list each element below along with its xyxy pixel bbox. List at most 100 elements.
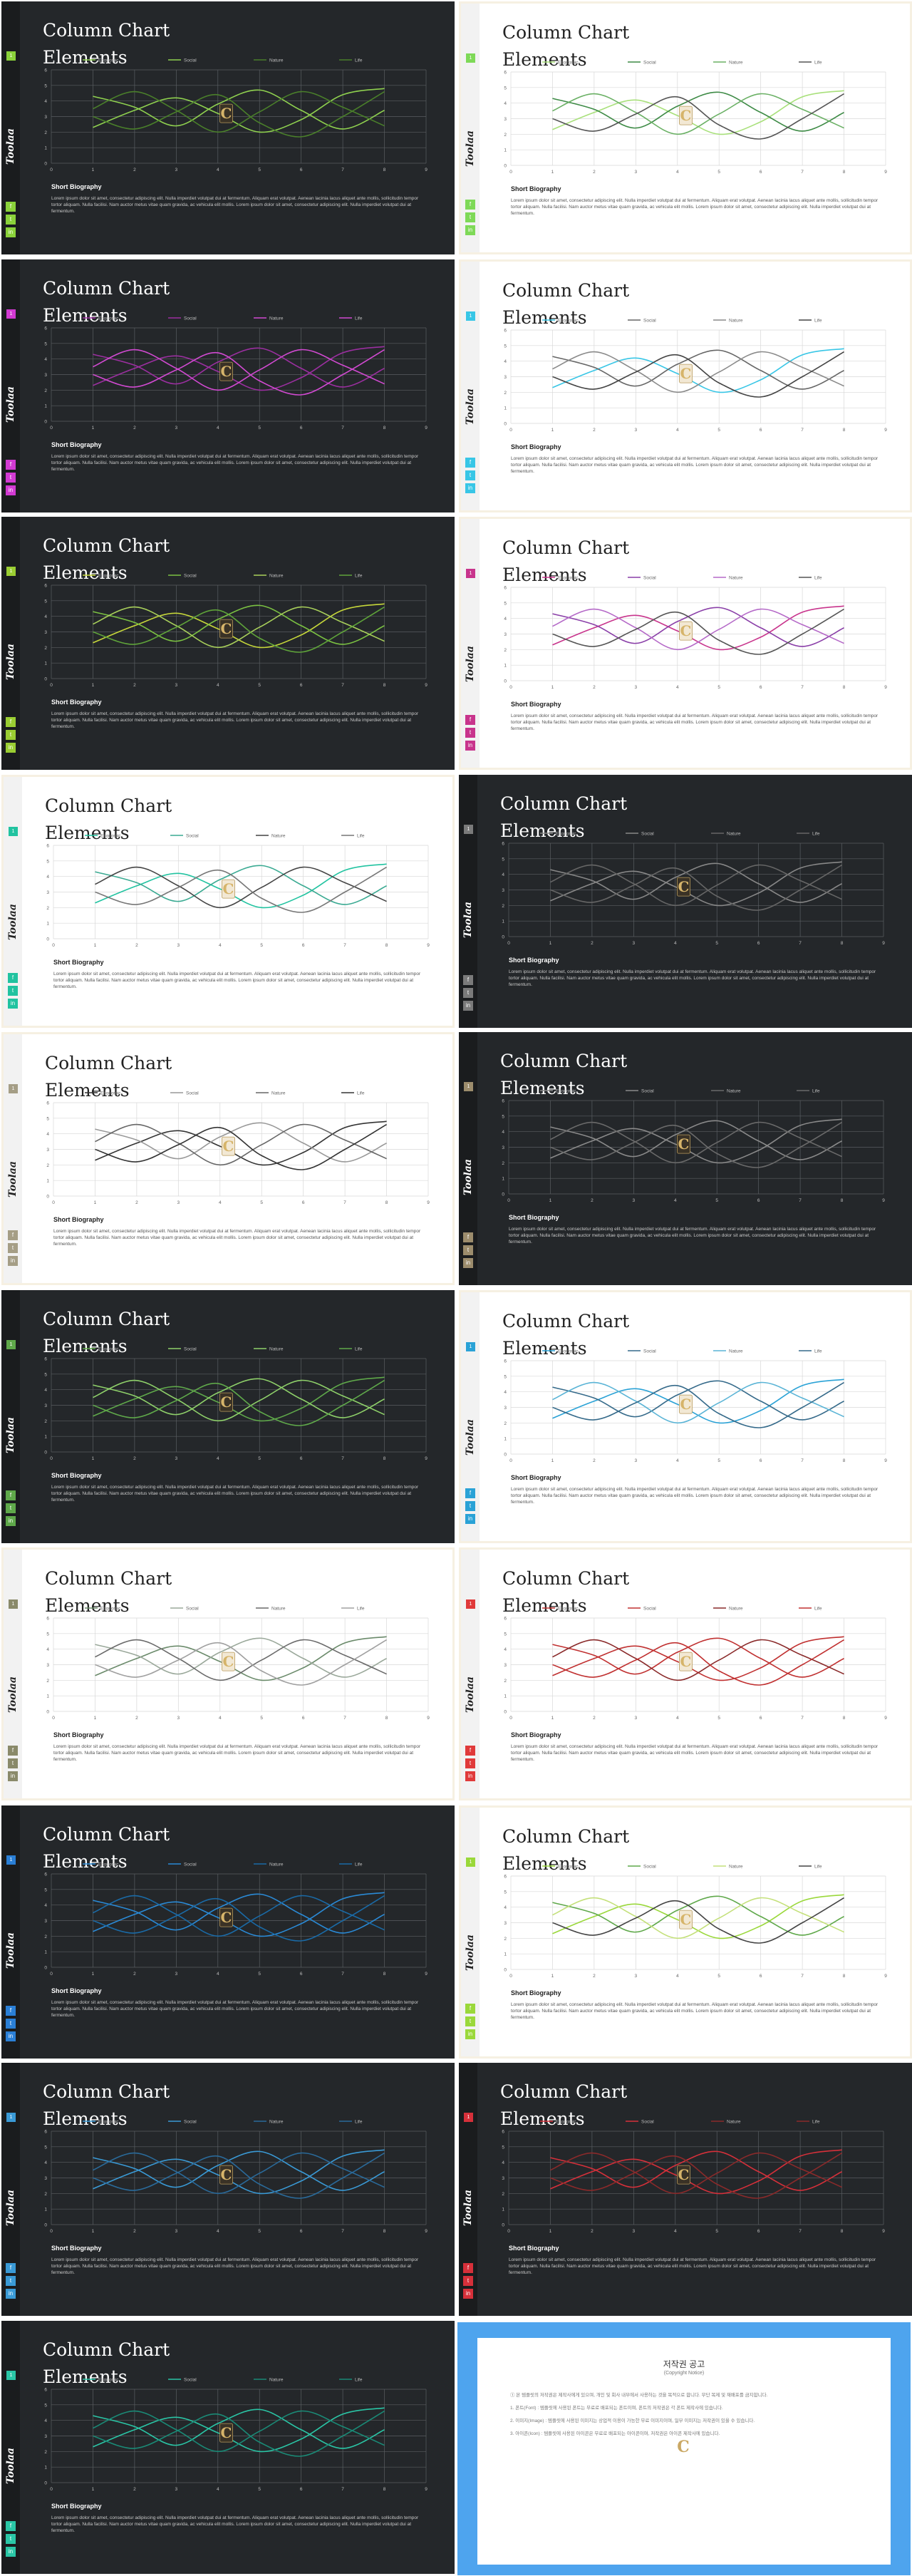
social-icon[interactable]: f: [8, 1230, 18, 1240]
y-tick-label: 0: [44, 162, 47, 167]
legend-entry: Social: [641, 2120, 654, 2125]
social-icon[interactable]: f: [6, 2005, 16, 2016]
social-icon[interactable]: t: [6, 2533, 16, 2544]
social-icon[interactable]: t: [6, 215, 16, 225]
social-icon[interactable]: t: [6, 1503, 16, 1513]
social-icon[interactable]: f: [6, 459, 16, 470]
y-tick-label: 4: [504, 359, 507, 364]
social-icon[interactable]: f: [463, 2263, 473, 2273]
page-marker: 1: [466, 53, 475, 63]
social-icon[interactable]: t: [8, 1758, 18, 1768]
page-marker: 1: [464, 1082, 473, 1091]
social-icon[interactable]: f: [6, 202, 16, 212]
x-tick-label: 2: [135, 1716, 138, 1721]
social-icons: f t in: [465, 1485, 475, 1530]
social-icon[interactable]: t: [465, 728, 475, 738]
x-tick-label: 9: [425, 2229, 428, 2234]
social-icon[interactable]: f: [463, 1232, 473, 1242]
social-icon[interactable]: in: [465, 741, 475, 751]
x-tick-label: 4: [676, 685, 679, 690]
social-icon[interactable]: f: [465, 1488, 475, 1498]
social-icon[interactable]: f: [6, 717, 16, 727]
bio-heading: Short Biography: [51, 183, 102, 190]
series-line: [95, 866, 387, 908]
x-tick-label: 7: [341, 168, 344, 172]
y-tick-label: 3: [46, 890, 49, 895]
social-icon[interactable]: t: [465, 1500, 475, 1511]
social-icon[interactable]: t: [6, 730, 16, 740]
social-icon[interactable]: f: [8, 1746, 18, 1756]
social-icon[interactable]: t: [465, 470, 475, 480]
social-icon[interactable]: in: [463, 1000, 473, 1011]
social-icon[interactable]: t: [465, 2016, 475, 2026]
series-line: [552, 1637, 844, 1678]
legend-entry: Life: [814, 318, 822, 323]
y-tick-label: 3: [44, 1403, 47, 1408]
social-icon[interactable]: in: [6, 227, 16, 237]
social-icon[interactable]: t: [465, 1758, 475, 1768]
social-icon[interactable]: f: [463, 974, 473, 985]
social-icon[interactable]: f: [6, 2263, 16, 2273]
y-tick-label: 1: [44, 1434, 47, 1439]
social-icon[interactable]: in: [6, 2031, 16, 2041]
x-tick-label: 8: [843, 428, 846, 433]
social-icon[interactable]: in: [6, 2546, 16, 2557]
bio-text: Lorem ipsum dolor sit amet, consectetur …: [509, 1227, 876, 1245]
x-tick-label: 6: [760, 170, 762, 175]
brand-logo: Toolaa: [465, 646, 476, 682]
series-line: [93, 349, 385, 396]
social-icon[interactable]: f: [465, 457, 475, 468]
chart-slide: 1 Toolaa f t in Column Chart Elements Economic…: [1, 1805, 455, 2059]
social-icon[interactable]: t: [6, 2276, 16, 2286]
social-icon[interactable]: f: [465, 200, 475, 210]
social-icon[interactable]: f: [465, 2003, 475, 2014]
series-line: [95, 1123, 387, 1166]
social-icon[interactable]: in: [6, 2289, 16, 2299]
y-tick-label: 0: [44, 1965, 47, 1970]
bio-heading: Short Biography: [511, 443, 561, 450]
social-icon[interactable]: t: [465, 212, 475, 222]
social-icon[interactable]: f: [6, 2520, 16, 2531]
social-icon[interactable]: in: [465, 1771, 475, 1781]
x-tick-label: 2: [133, 168, 136, 172]
social-icon[interactable]: t: [8, 1243, 18, 1253]
social-icon[interactable]: f: [8, 972, 18, 983]
social-icon[interactable]: in: [463, 1258, 473, 1268]
social-icon[interactable]: t: [463, 2276, 473, 2286]
social-icon[interactable]: in: [465, 1513, 475, 1524]
social-icon[interactable]: in: [465, 2029, 475, 2039]
social-icon[interactable]: in: [6, 485, 16, 495]
x-tick-label: 5: [260, 943, 263, 948]
x-tick-label: 5: [258, 1456, 261, 1461]
social-icon[interactable]: in: [8, 998, 18, 1009]
legend-entry: Social: [184, 2120, 197, 2125]
legend-entry: Economic: [98, 316, 119, 321]
social-icon[interactable]: f: [465, 715, 475, 725]
social-icon[interactable]: in: [8, 1771, 18, 1781]
social-icon[interactable]: in: [463, 2289, 473, 2299]
social-icon[interactable]: t: [6, 2018, 16, 2029]
legend-entry: Nature: [269, 574, 284, 579]
social-icon[interactable]: f: [465, 1746, 475, 1756]
x-tick-label: 5: [260, 1716, 263, 1721]
x-tick-label: 4: [219, 943, 222, 948]
chart-area: Economic Social Nature Life 0 1 2 3 4 5 6 0 1 2 3 4 5 6 7 8…: [33, 570, 432, 698]
series-line: [552, 1380, 844, 1421]
bio-text: Lorem ipsum dolor sit amet, consectetur …: [51, 1999, 419, 2018]
social-icon[interactable]: t: [6, 472, 16, 483]
social-icon[interactable]: in: [6, 1515, 16, 1526]
social-icon[interactable]: t: [463, 1245, 473, 1255]
social-icons: f t in: [6, 2260, 16, 2304]
social-icon[interactable]: in: [465, 225, 475, 235]
social-icon[interactable]: t: [8, 985, 18, 996]
y-tick-label: 5: [44, 1372, 47, 1377]
social-icons: f t in: [463, 972, 473, 1016]
x-tick-label: 3: [177, 1200, 180, 1205]
social-icon[interactable]: in: [465, 483, 475, 493]
social-icon[interactable]: f: [6, 1490, 16, 1500]
social-icon[interactable]: t: [463, 987, 473, 998]
y-tick-label: 0: [44, 1450, 47, 1455]
y-tick-label: 5: [44, 341, 47, 346]
social-icon[interactable]: in: [6, 743, 16, 753]
social-icon[interactable]: in: [8, 1256, 18, 1266]
